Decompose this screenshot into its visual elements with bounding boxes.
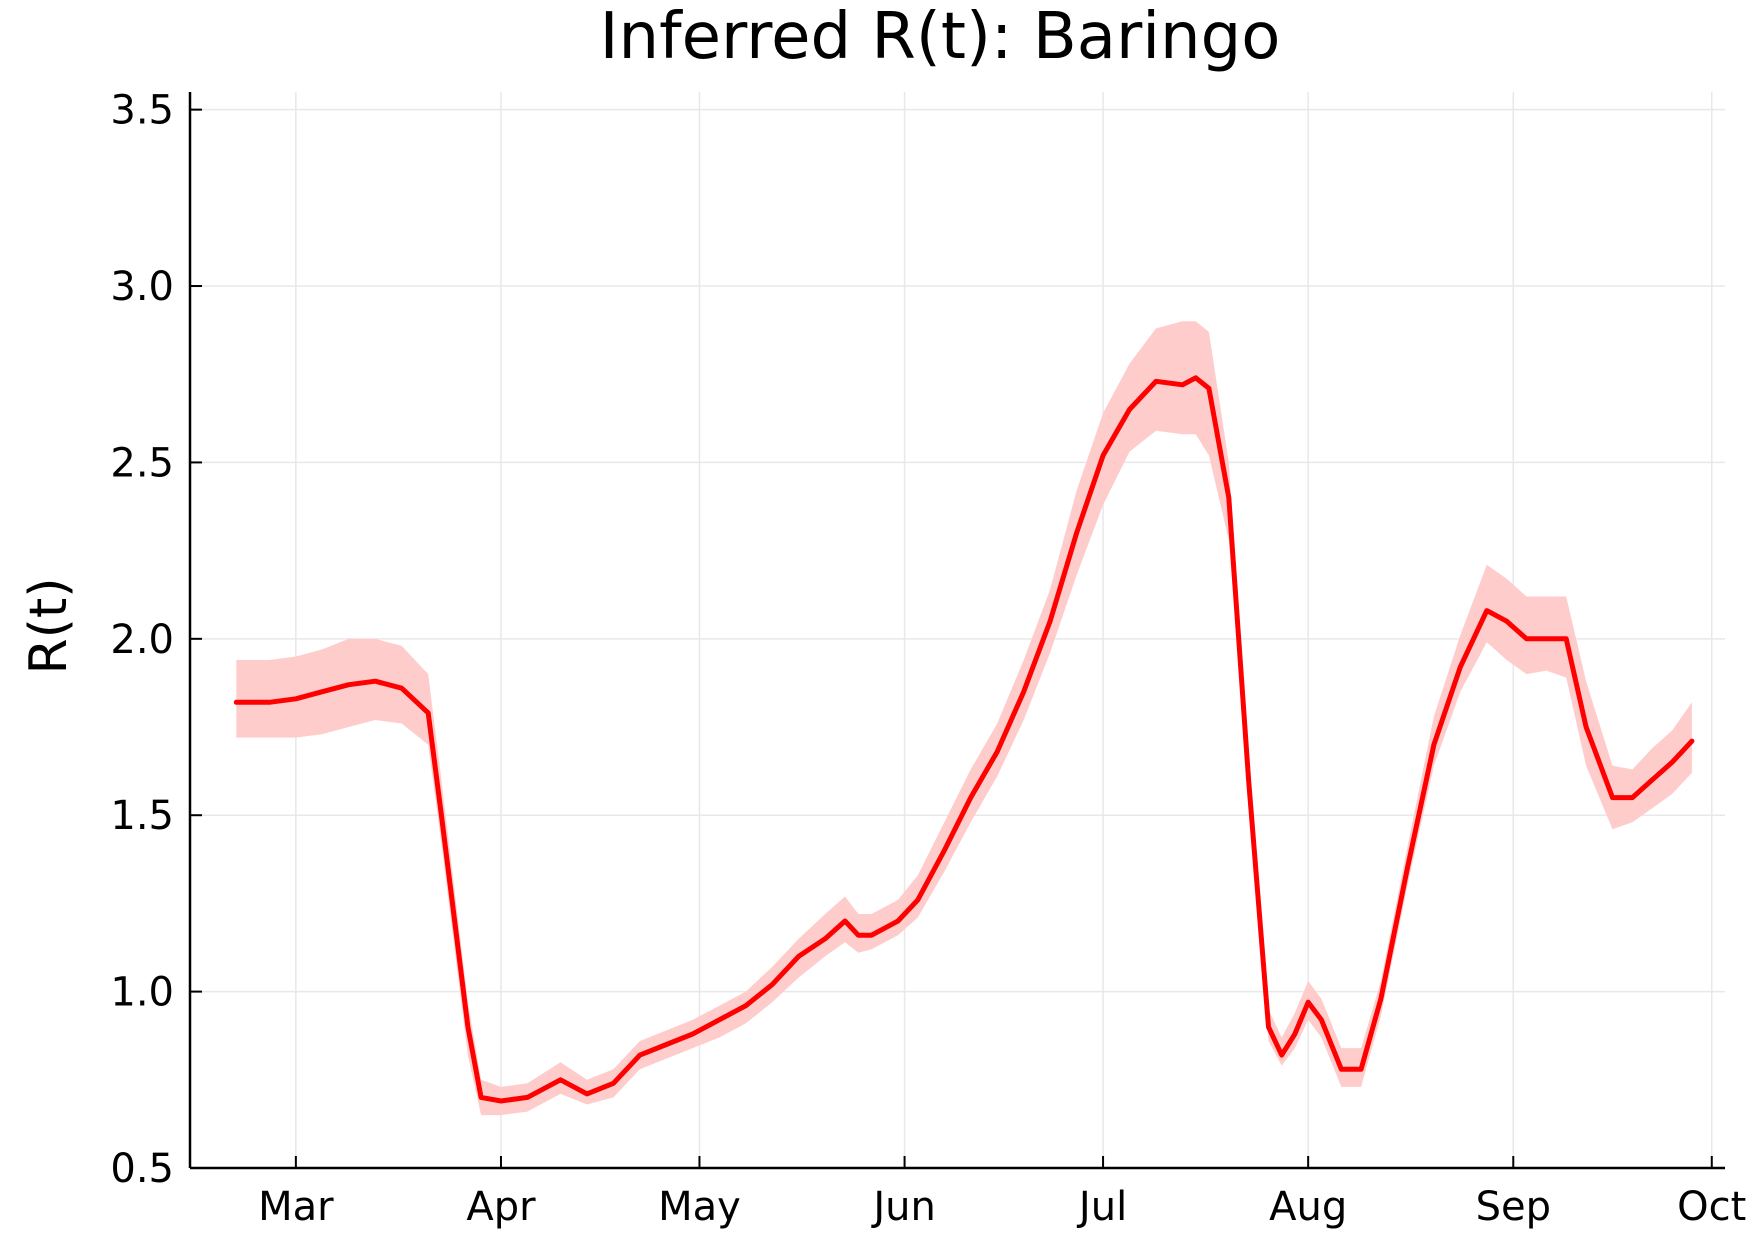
confidence-band-layer	[236, 321, 1692, 1116]
chart-title: Inferred R(t): Baringo	[600, 0, 1281, 74]
y-tick-label: 2.0	[110, 617, 174, 663]
confidence-band	[236, 321, 1692, 1116]
x-tick-label: Jun	[870, 1184, 936, 1230]
x-tick-label: Jul	[1076, 1184, 1127, 1230]
y-tick-label: 0.5	[110, 1146, 174, 1192]
x-tick-labels: Mar Apr May Jun Jul Aug Sep Oct	[258, 1184, 1746, 1230]
y-tick-label: 3.5	[110, 88, 174, 134]
x-tick-label: Sep	[1476, 1184, 1551, 1230]
y-tick-labels: 0.5 1.0 1.5 2.0 2.5 3.0 3.5	[110, 88, 174, 1192]
y-tick-label: 1.5	[110, 793, 174, 839]
rt-series-line	[233, 375, 1695, 1104]
y-tick-label: 1.0	[110, 970, 174, 1016]
y-axis-label: R(t)	[19, 577, 79, 674]
y-tick-label: 3.0	[110, 264, 174, 310]
x-tick-label: Mar	[258, 1184, 334, 1230]
x-tick-label: Apr	[466, 1184, 536, 1230]
axes	[188, 92, 1725, 1170]
x-tick-label: Aug	[1269, 1184, 1347, 1230]
series-line-layer	[233, 375, 1695, 1104]
x-tick-label: May	[658, 1184, 741, 1230]
x-tick-label: Oct	[1677, 1184, 1746, 1230]
y-tick-label: 2.5	[110, 440, 174, 486]
